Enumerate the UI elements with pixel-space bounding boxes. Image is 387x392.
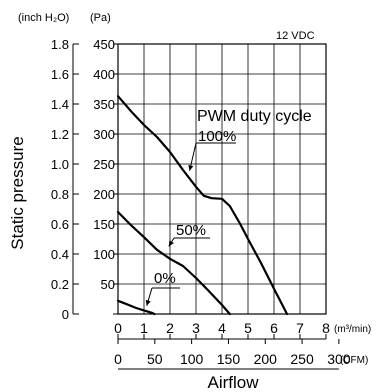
cfm-tick-label: 200 [254, 351, 278, 367]
series-label-arrowhead [145, 299, 151, 306]
pa-tick-label: 250 [93, 157, 115, 172]
m3min-tick-label: 0 [114, 320, 122, 336]
cfm-tick-label: 250 [290, 351, 314, 367]
inch-tick-label: 0.6 [51, 217, 69, 232]
m3min-tick-label: 3 [192, 320, 200, 336]
inch-tick-label: 0 [62, 307, 69, 322]
pa-tick-label: 450 [93, 37, 115, 52]
y-unit-left-label: (inch H₂O) [18, 12, 69, 24]
series-line-0-percent [116, 299, 156, 316]
series-label-arrowhead [168, 240, 174, 247]
series-line-100-percent [116, 95, 289, 316]
x-axis-title: Airflow [207, 373, 259, 392]
cfm-tick-label: 100 [180, 351, 204, 367]
inch-tick-label: 0.4 [51, 247, 69, 262]
series-line-50-percent [116, 210, 231, 316]
cfm-tick-label: 50 [147, 351, 163, 367]
m3min-tick-label: 8 [322, 320, 330, 336]
m3min-tick-label: 5 [244, 320, 252, 336]
x-unit-top-label: (m³/min) [334, 324, 371, 335]
m3min-tick-label: 7 [296, 320, 304, 336]
inch-tick-label: 1.6 [51, 67, 69, 82]
m3min-tick-label: 6 [270, 320, 278, 336]
series-label: 0% [154, 270, 176, 287]
pa-tick-label: 50 [101, 277, 115, 292]
x-unit-bottom-label: (CFM) [340, 355, 368, 366]
inch-tick-label: 0.8 [51, 187, 69, 202]
cfm-tick-label: 300 [327, 351, 351, 367]
series-label: 50% [176, 222, 206, 239]
inch-tick-label: 1.8 [51, 37, 69, 52]
plot-frame [117, 43, 327, 315]
chart-labels: (inch H₂O) (Pa) 12 VDC Static pressure A… [8, 12, 371, 392]
cfm-tick-label: 0 [114, 351, 122, 367]
m3min-tick-label: 1 [140, 320, 148, 336]
pa-tick-label: 100 [93, 247, 115, 262]
series-label: 100% [198, 128, 236, 145]
pa-tick-label: 200 [93, 187, 115, 202]
pa-tick-label: 150 [93, 217, 115, 232]
series-label-arrowhead [188, 164, 194, 171]
pa-tick-label: 350 [93, 97, 115, 112]
inch-tick-label: 1.2 [51, 127, 69, 142]
m3min-tick-label: 2 [166, 320, 174, 336]
chart-grid [118, 44, 326, 314]
y-axis-title: Static pressure [8, 136, 27, 249]
inch-tick-label: 1.0 [51, 157, 69, 172]
pa-tick-label: 400 [93, 67, 115, 82]
pwm-annotation-title: PWM duty cycle [197, 108, 312, 125]
m3min-tick-label: 4 [218, 320, 226, 336]
pa-tick-label: 300 [93, 127, 115, 142]
inch-tick-label: 1.4 [51, 97, 69, 112]
chart-ticks: 450400350300250200150100501.81.61.41.21.… [51, 37, 351, 367]
chart-series [116, 95, 289, 316]
chart-axes [72, 43, 339, 370]
cfm-tick-label: 150 [217, 351, 241, 367]
y-unit-right-label: (Pa) [90, 12, 111, 24]
inch-tick-label: 0.2 [51, 277, 69, 292]
condition-label: 12 VDC [276, 30, 315, 42]
